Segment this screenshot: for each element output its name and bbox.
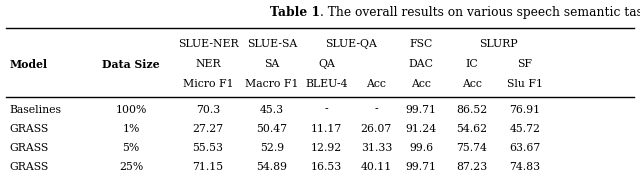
Text: 25%: 25%: [119, 161, 143, 172]
Text: 1%: 1%: [122, 123, 140, 134]
Text: BLEU-4: BLEU-4: [305, 79, 348, 89]
Text: -: -: [374, 104, 378, 115]
Text: SLURP: SLURP: [479, 39, 518, 49]
Text: 100%: 100%: [115, 104, 147, 115]
Text: Baselines: Baselines: [10, 104, 61, 115]
Text: GRASS: GRASS: [10, 161, 49, 172]
Text: GRASS: GRASS: [10, 123, 49, 134]
Text: -: -: [325, 104, 328, 115]
Text: GRASS: GRASS: [10, 180, 49, 181]
Text: Table 1: Table 1: [270, 6, 320, 19]
Text: 99.71: 99.71: [406, 104, 436, 115]
Text: 5%: 5%: [123, 142, 140, 153]
Text: Acc: Acc: [462, 79, 482, 89]
Text: 45.72: 45.72: [509, 123, 541, 134]
Text: 57.02: 57.02: [255, 180, 289, 181]
Text: 12.92: 12.92: [311, 142, 342, 153]
Text: NER: NER: [195, 59, 221, 69]
Text: Data Size: Data Size: [102, 59, 160, 70]
Text: QA: QA: [318, 59, 335, 69]
Text: 87.23: 87.23: [456, 161, 488, 172]
Text: 31.33: 31.33: [360, 142, 392, 153]
Text: 77.47: 77.47: [508, 180, 542, 181]
Text: 50.47: 50.47: [257, 123, 287, 134]
Text: Slu F1: Slu F1: [507, 79, 543, 89]
Text: IC: IC: [466, 59, 478, 69]
Text: 47.28: 47.28: [360, 180, 393, 181]
Text: 74.83: 74.83: [509, 161, 541, 172]
Text: SA: SA: [264, 59, 280, 69]
Text: 55.53: 55.53: [193, 142, 223, 153]
Text: Acc: Acc: [411, 79, 431, 89]
Text: 26.07: 26.07: [361, 123, 392, 134]
Text: Model: Model: [10, 59, 48, 70]
Text: 71.15: 71.15: [193, 161, 223, 172]
Text: Macro F1: Macro F1: [245, 79, 299, 89]
Text: FSC: FSC: [410, 39, 433, 49]
Text: 16.53: 16.53: [311, 161, 342, 172]
Text: Acc: Acc: [366, 79, 387, 89]
Text: 63.67: 63.67: [509, 142, 541, 153]
Text: GRASS: GRASS: [10, 142, 49, 153]
Text: 40.11: 40.11: [361, 161, 392, 172]
Text: 99.76: 99.76: [404, 180, 438, 181]
Text: 76.91: 76.91: [509, 104, 541, 115]
Text: 100%: 100%: [115, 180, 147, 181]
Text: SLUE-QA: SLUE-QA: [324, 39, 377, 49]
Text: 75.74: 75.74: [456, 142, 488, 153]
Text: 30.37: 30.37: [310, 180, 344, 181]
Text: SLUE-SA: SLUE-SA: [247, 39, 297, 49]
Text: 91.24: 91.24: [406, 123, 436, 134]
Text: 74.21: 74.21: [191, 180, 225, 181]
Text: 54.89: 54.89: [257, 161, 287, 172]
Text: 11.17: 11.17: [311, 123, 342, 134]
Text: 52.9: 52.9: [260, 142, 284, 153]
Text: SLUE-NER: SLUE-NER: [178, 39, 238, 49]
Text: 99.6: 99.6: [409, 142, 433, 153]
Text: . The overall results on various speech semantic tasks.: . The overall results on various speech …: [320, 6, 640, 19]
Text: 88.17: 88.17: [455, 180, 489, 181]
Text: Micro F1: Micro F1: [182, 79, 234, 89]
Text: 86.52: 86.52: [456, 104, 488, 115]
Text: 99.71: 99.71: [406, 161, 436, 172]
Text: 27.27: 27.27: [193, 123, 223, 134]
Text: 54.62: 54.62: [456, 123, 488, 134]
Text: DAC: DAC: [409, 59, 433, 69]
Text: 70.3: 70.3: [196, 104, 220, 115]
Text: 45.3: 45.3: [260, 104, 284, 115]
Text: SF: SF: [518, 59, 532, 69]
